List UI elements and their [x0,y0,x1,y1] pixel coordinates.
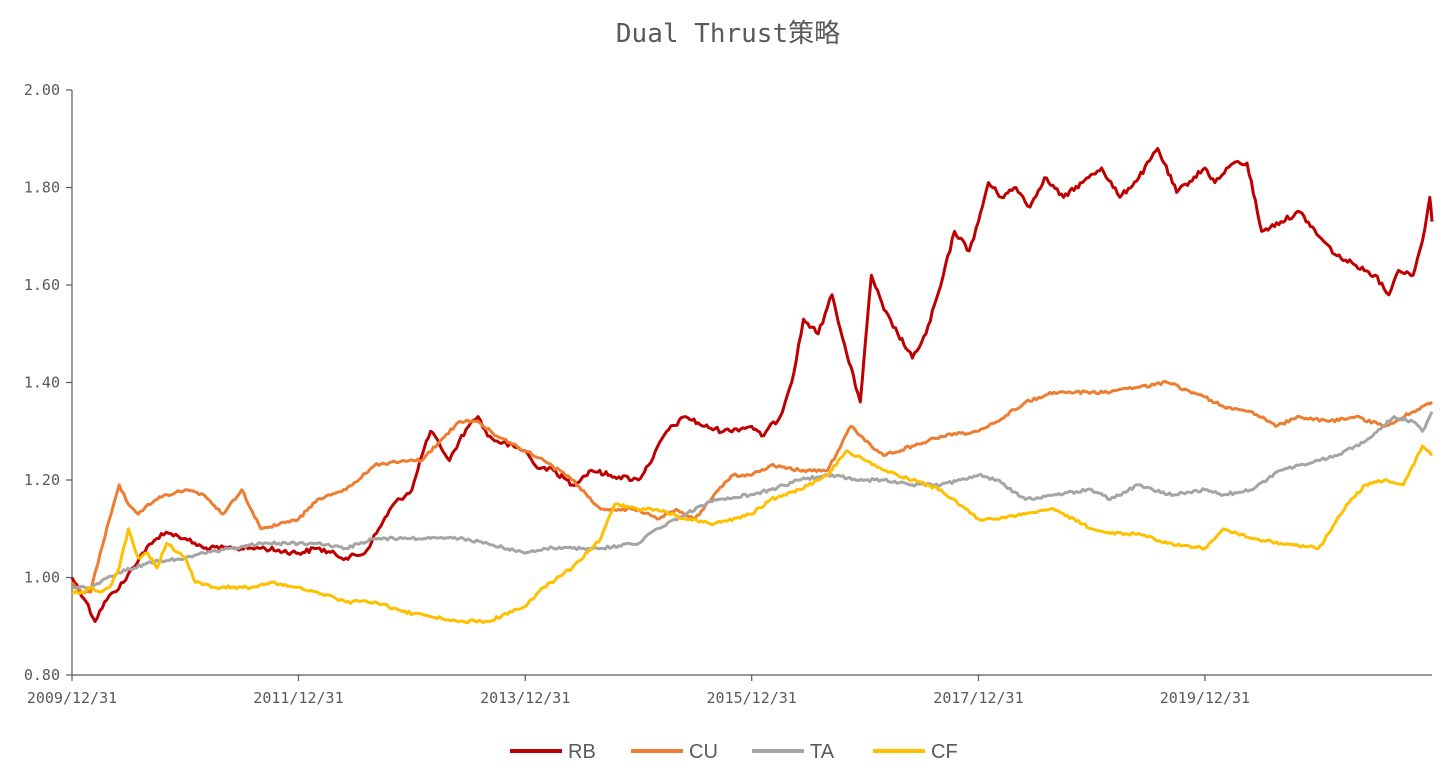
legend-label-rb: RB [568,741,596,763]
legend-label-ta: TA [810,741,835,763]
legend-label-cu: CU [689,741,718,763]
chart-legend: RB CU TA CF [510,741,958,763]
y-tick-label: 1.80 [24,179,60,197]
series-line-cu [70,379,1434,595]
series-line-rb [70,147,1434,623]
x-tick-label: 2017/12/31 [933,689,1023,707]
chart-title: Dual Thrust策略 [616,19,840,49]
series-line-ta [71,411,1434,590]
x-tick-label: 2009/12/31 [27,689,117,707]
x-tick-label: 2019/12/31 [1160,689,1250,707]
y-tick-label: 1.40 [24,374,60,392]
x-tick-label: 2011/12/31 [253,689,343,707]
series-line-cf [71,444,1434,625]
y-tick-label: 1.00 [24,569,60,587]
chart-axes: 0.80 1.00 1.20 1.40 1.60 1.80 2.00 2009/12/31 20… [24,81,1432,707]
x-tick-label: 2015/12/31 [707,689,797,707]
y-tick-label: 2.00 [24,81,60,99]
x-tick-label: 2013/12/31 [480,689,570,707]
chart-series [70,147,1434,625]
legend-label-cf: CF [931,741,958,763]
y-tick-label: 1.20 [24,471,60,489]
y-tick-label: 1.60 [24,276,60,294]
y-tick-label: 0.80 [24,666,60,684]
